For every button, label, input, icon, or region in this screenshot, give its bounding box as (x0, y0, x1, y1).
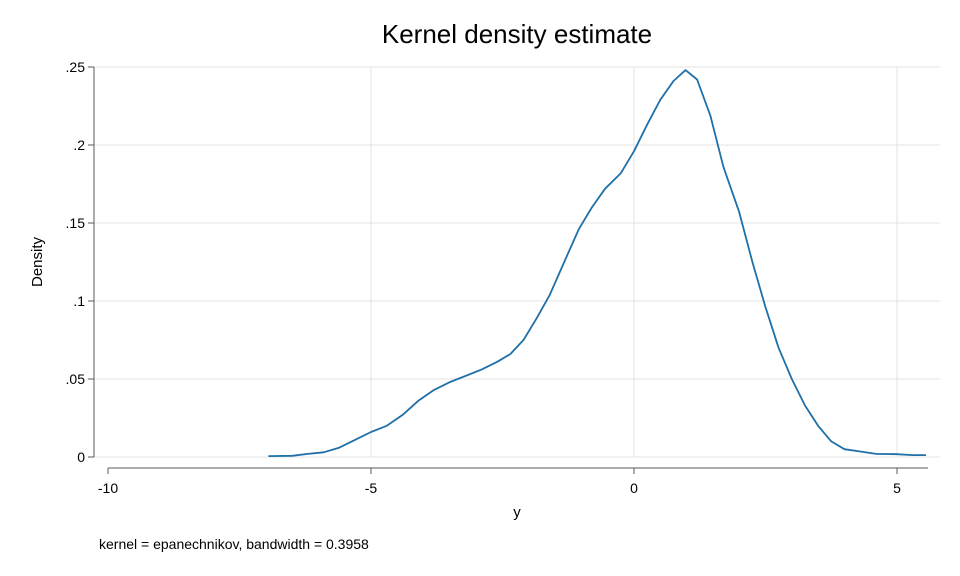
y-axis-title: Density (29, 236, 46, 287)
chart-title: Kernel density estimate (382, 19, 652, 49)
kernel-note: kernel = epanechnikov, bandwidth = 0.395… (99, 536, 369, 552)
x-tick-label: 5 (893, 480, 901, 496)
y-axis-ticks: 0 .05 .1 .15 .2 .25 (66, 59, 94, 465)
y-tick-label: .25 (66, 59, 86, 75)
x-tick-label: -5 (365, 480, 378, 496)
density-curve (268, 69, 926, 457)
y-tick-label: .05 (66, 371, 86, 387)
y-tick-label: 0 (77, 449, 85, 465)
y-tick-label: .15 (66, 215, 86, 231)
x-gridlines (370, 67, 898, 457)
y-tick-label: .1 (73, 293, 85, 309)
x-axis-title: y (513, 504, 521, 521)
y-tick-label: .2 (73, 137, 85, 153)
y-gridlines (94, 66, 940, 458)
x-axis-ticks: -10 -5 0 5 (98, 468, 901, 496)
x-tick-label: 0 (630, 480, 638, 496)
x-tick-label: -10 (98, 480, 118, 496)
